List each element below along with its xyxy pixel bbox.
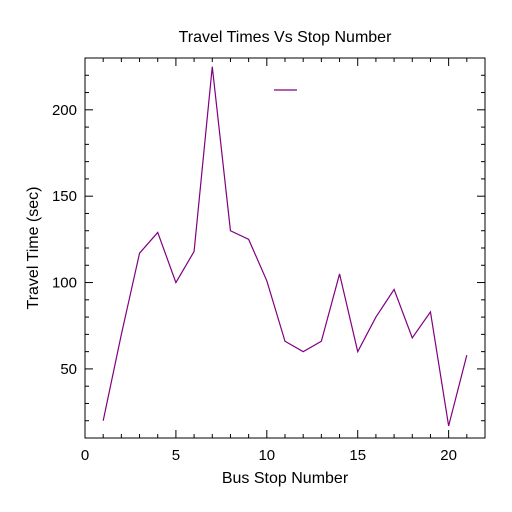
x-axis-ticks [84, 58, 486, 438]
x-tick-label: 10 [258, 447, 275, 464]
x-axis-label: Bus Stop Number [222, 470, 349, 487]
x-tick-label: 5 [172, 447, 180, 464]
y-axis-tick-labels: 50 100 150 200 [52, 102, 77, 378]
y-tick-label: 50 [60, 361, 77, 378]
x-axis-tick-labels: 0 5 10 15 20 [81, 447, 457, 464]
chart-title: Travel Times Vs Stop Number [179, 29, 392, 46]
y-axis-label: Travel Time (sec) [25, 187, 42, 310]
x-tick-label: 0 [81, 447, 89, 464]
y-tick-label: 200 [52, 102, 77, 119]
y-axis-ticks [85, 57, 485, 439]
x-tick-label: 20 [440, 447, 457, 464]
y-tick-label: 100 [52, 275, 77, 292]
x-tick-label: 15 [349, 447, 366, 464]
series-line [102, 66, 468, 427]
y-tick-label: 150 [52, 188, 77, 205]
